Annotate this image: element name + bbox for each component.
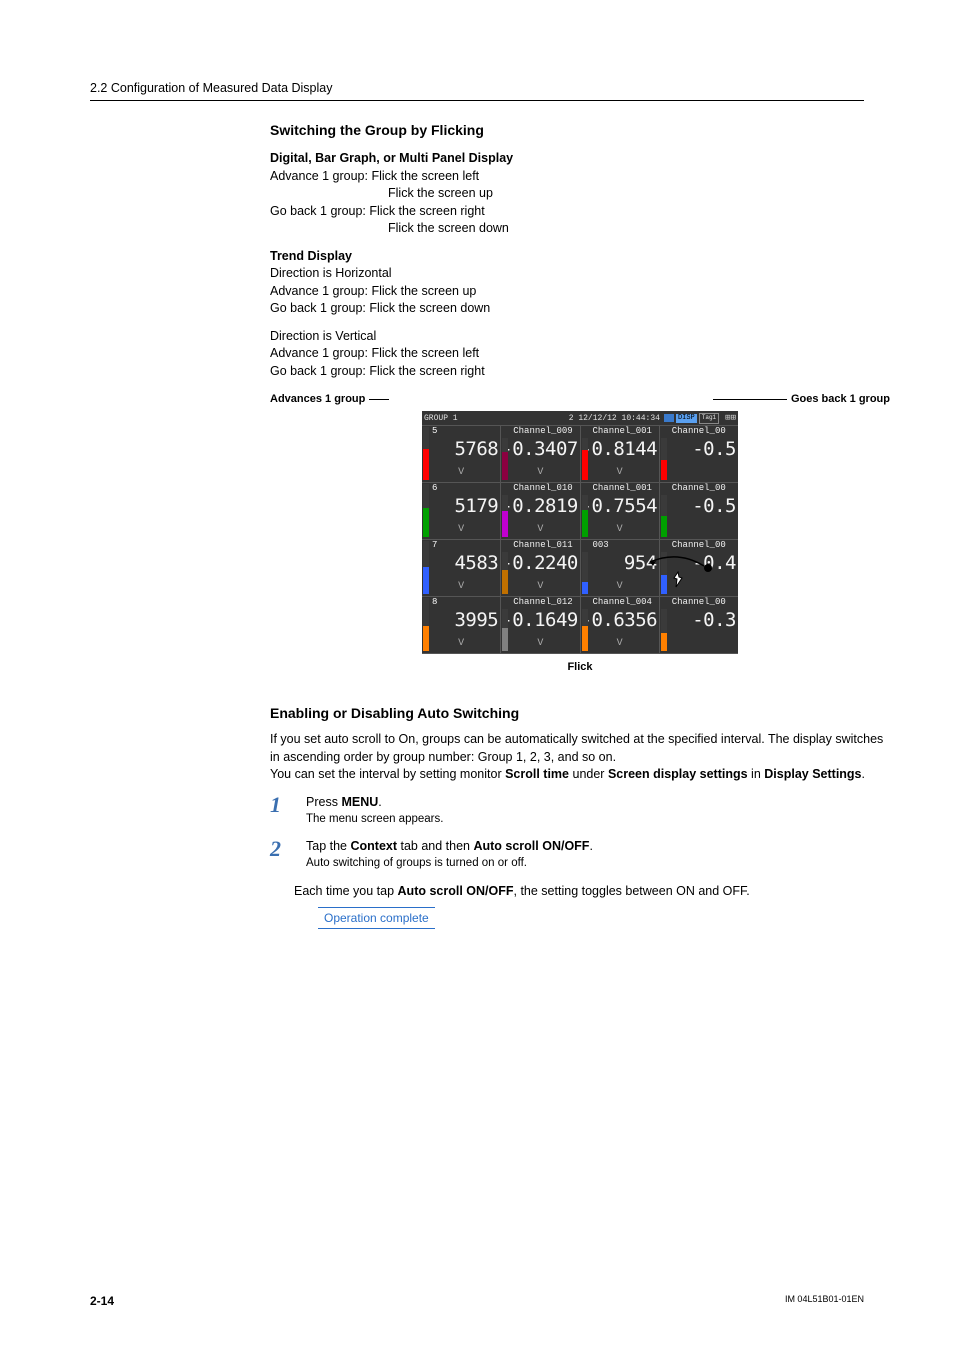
- tag-badge: Tag1: [699, 413, 719, 423]
- doc-id: IM 04L51B01-01EN: [785, 1293, 864, 1310]
- subheading-trend: Trend Display: [270, 248, 890, 266]
- channel-cell: 65179V: [422, 483, 501, 539]
- disp-badge: DISP: [676, 414, 697, 424]
- channel-cell: Channel_00-0.5: [660, 426, 738, 482]
- step-1: 1 Press MENU. The menu screen appears.: [270, 794, 890, 828]
- channel-cell: 74583V: [422, 540, 501, 596]
- datetime: 12/12/12 10:44:34: [578, 414, 660, 423]
- channel-cell: Channel_009-0.3407V: [501, 426, 580, 482]
- text-line: Flick the screen up: [270, 185, 890, 203]
- paragraph: You can set the interval by setting moni…: [270, 766, 890, 784]
- channel-row: 65179VChannel_010-0.2819VChannel_001-0.7…: [422, 482, 738, 539]
- channel-cell: Channel_00-0.4: [660, 540, 738, 596]
- text-line: Go back 1 group: Flick the screen right: [270, 363, 890, 381]
- step-sub: Auto switching of groups is turned on or…: [306, 855, 890, 871]
- count: 2: [569, 414, 574, 423]
- text: Flick the screen left: [371, 169, 479, 183]
- channel-cell: Channel_012-0.1649V: [501, 597, 580, 653]
- grid-icon: ⊞⊞: [725, 412, 736, 425]
- channel-cell: Channel_001-0.8144V: [581, 426, 660, 482]
- channel-row: 83995VChannel_012-0.1649VChannel_004-0.6…: [422, 596, 738, 654]
- channel-cell: 003954V: [581, 540, 660, 596]
- paragraph: If you set auto scroll to On, groups can…: [270, 731, 890, 766]
- subheading-digital: Digital, Bar Graph, or Multi Panel Displ…: [270, 150, 890, 168]
- group-label: GROUP 1: [424, 413, 458, 424]
- text-line: Advance 1 group: Flick the screen up: [270, 283, 890, 301]
- text-line: Advance 1 group: Flick the screen left: [270, 345, 890, 363]
- label: Go back 1 group:: [270, 204, 369, 218]
- annotation-goesback: Goes back 1 group: [791, 392, 890, 407]
- channel-cell: Channel_00-0.3: [660, 597, 738, 653]
- channel-cell: Channel_010-0.2819V: [501, 483, 580, 539]
- text-line: Go back 1 group: Flick the screen right: [270, 203, 890, 221]
- channel-cell: 83995V: [422, 597, 501, 653]
- text-line: Flick the screen down: [270, 220, 890, 238]
- channel-row: 74583VChannel_011-0.2240V003954VChannel_…: [422, 539, 738, 596]
- annotation-line: [713, 399, 787, 400]
- disk-icon: [664, 414, 674, 422]
- step-number: 1: [270, 794, 306, 828]
- operation-complete-badge: Operation complete: [318, 907, 435, 930]
- text-line: Go back 1 group: Flick the screen down: [270, 300, 890, 318]
- channel-cell: Channel_001-0.7554V: [581, 483, 660, 539]
- text-line: Direction is Horizontal: [270, 265, 890, 283]
- device-screenshot: GROUP 1 2 12/12/12 10:44:34 DISP Tag1 ⊞⊞…: [422, 411, 738, 654]
- label: Advance 1 group:: [270, 169, 371, 183]
- channel-cell: 55768V: [422, 426, 501, 482]
- text-line: Advance 1 group: Flick the screen left: [270, 168, 890, 186]
- text-line: Direction is Vertical: [270, 328, 890, 346]
- section-header: 2.2 Configuration of Measured Data Displ…: [90, 80, 864, 101]
- text: Flick the screen right: [369, 204, 484, 218]
- page-number: 2-14: [90, 1293, 114, 1310]
- channel-row: 55768VChannel_009-0.3407VChannel_001-0.8…: [422, 425, 738, 482]
- channel-cell: Channel_004-0.6356V: [581, 597, 660, 653]
- channel-cell: Channel_011-0.2240V: [501, 540, 580, 596]
- note: Each time you tap Auto scroll ON/OFF, th…: [294, 883, 890, 901]
- annotation-advances: Advances 1 group: [270, 392, 365, 407]
- heading-switching: Switching the Group by Flicking: [270, 121, 890, 141]
- channel-cell: Channel_00-0.5: [660, 483, 738, 539]
- annotation-line: [369, 399, 389, 400]
- step-2: 2 Tap the Context tab and then Auto scro…: [270, 838, 890, 872]
- step-sub: The menu screen appears.: [306, 811, 890, 827]
- flick-label: Flick: [270, 660, 890, 675]
- step-number: 2: [270, 838, 306, 872]
- heading-autoswitch: Enabling or Disabling Auto Switching: [270, 704, 890, 724]
